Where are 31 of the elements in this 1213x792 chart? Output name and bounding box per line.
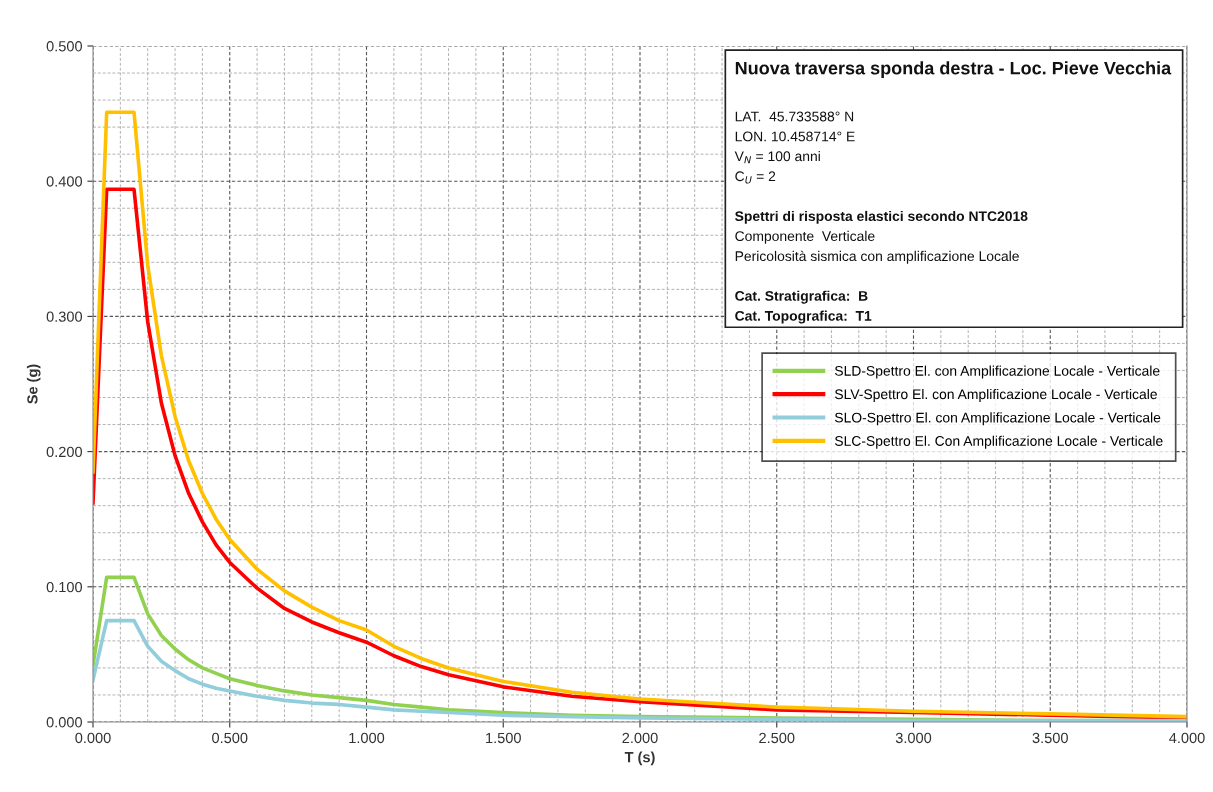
y-axis-title: Se (g) bbox=[26, 364, 41, 404]
y-tick-label: 0.000 bbox=[46, 717, 83, 728]
annotation: LAT. 45.733588° N bbox=[735, 111, 854, 122]
y-tick-label: 0.500 bbox=[46, 41, 83, 52]
legend-label: SLO-Spettro El. con Amplificazione Locale - Verticale bbox=[834, 412, 1161, 426]
x-tick-label: 0.000 bbox=[75, 732, 111, 744]
x-tick-label: 2.000 bbox=[622, 732, 658, 744]
x-tick-label: 1.500 bbox=[486, 732, 521, 744]
annotation: Pericolosità sismica con amplificazione Locale bbox=[735, 250, 1019, 264]
x-axis-title: T (s) bbox=[624, 751, 655, 766]
y-tick-label: 0.100 bbox=[46, 581, 83, 593]
annotation: Cat. Stratigrafica: B bbox=[735, 290, 868, 304]
x-tick-label: 1.000 bbox=[349, 732, 385, 744]
y-tick-label: 0.300 bbox=[46, 311, 83, 322]
x-tick-label: 2.500 bbox=[759, 732, 795, 744]
legend-label: SLV-Spettro El. con Amplificazione Locale - Verticale bbox=[834, 388, 1157, 402]
x-tick-label: 3.500 bbox=[1032, 732, 1068, 744]
annotation: V$_{N}$ = 100 anni bbox=[734, 150, 820, 164]
legend-label: SLD-Spettro El. con Amplificazione Locale - Verticale bbox=[834, 365, 1160, 379]
y-tick-label: 0.400 bbox=[46, 176, 83, 187]
annotation: C$_{U}$ = 2 bbox=[735, 171, 776, 184]
annotation: Spettri di risposta elastici secondo NTC2018 bbox=[735, 210, 1028, 224]
y-tick-label: 0.200 bbox=[46, 446, 83, 458]
annotation: Nuova traversa sponda destra - Loc. Pieve Vecchia bbox=[735, 61, 1172, 79]
x-tick-label: 0.500 bbox=[212, 732, 248, 744]
annotation: LON. 10.458714° E bbox=[735, 131, 855, 142]
x-tick-label: 4.000 bbox=[1169, 732, 1205, 744]
annotation: Componente Verticale bbox=[735, 230, 875, 244]
x-tick-label: 3.000 bbox=[895, 732, 932, 744]
annotation: Cat. Topografica: T1 bbox=[735, 310, 872, 324]
legend-label: SLC-Spettro El. Con Amplificazione Locale - Verticale bbox=[834, 435, 1163, 449]
